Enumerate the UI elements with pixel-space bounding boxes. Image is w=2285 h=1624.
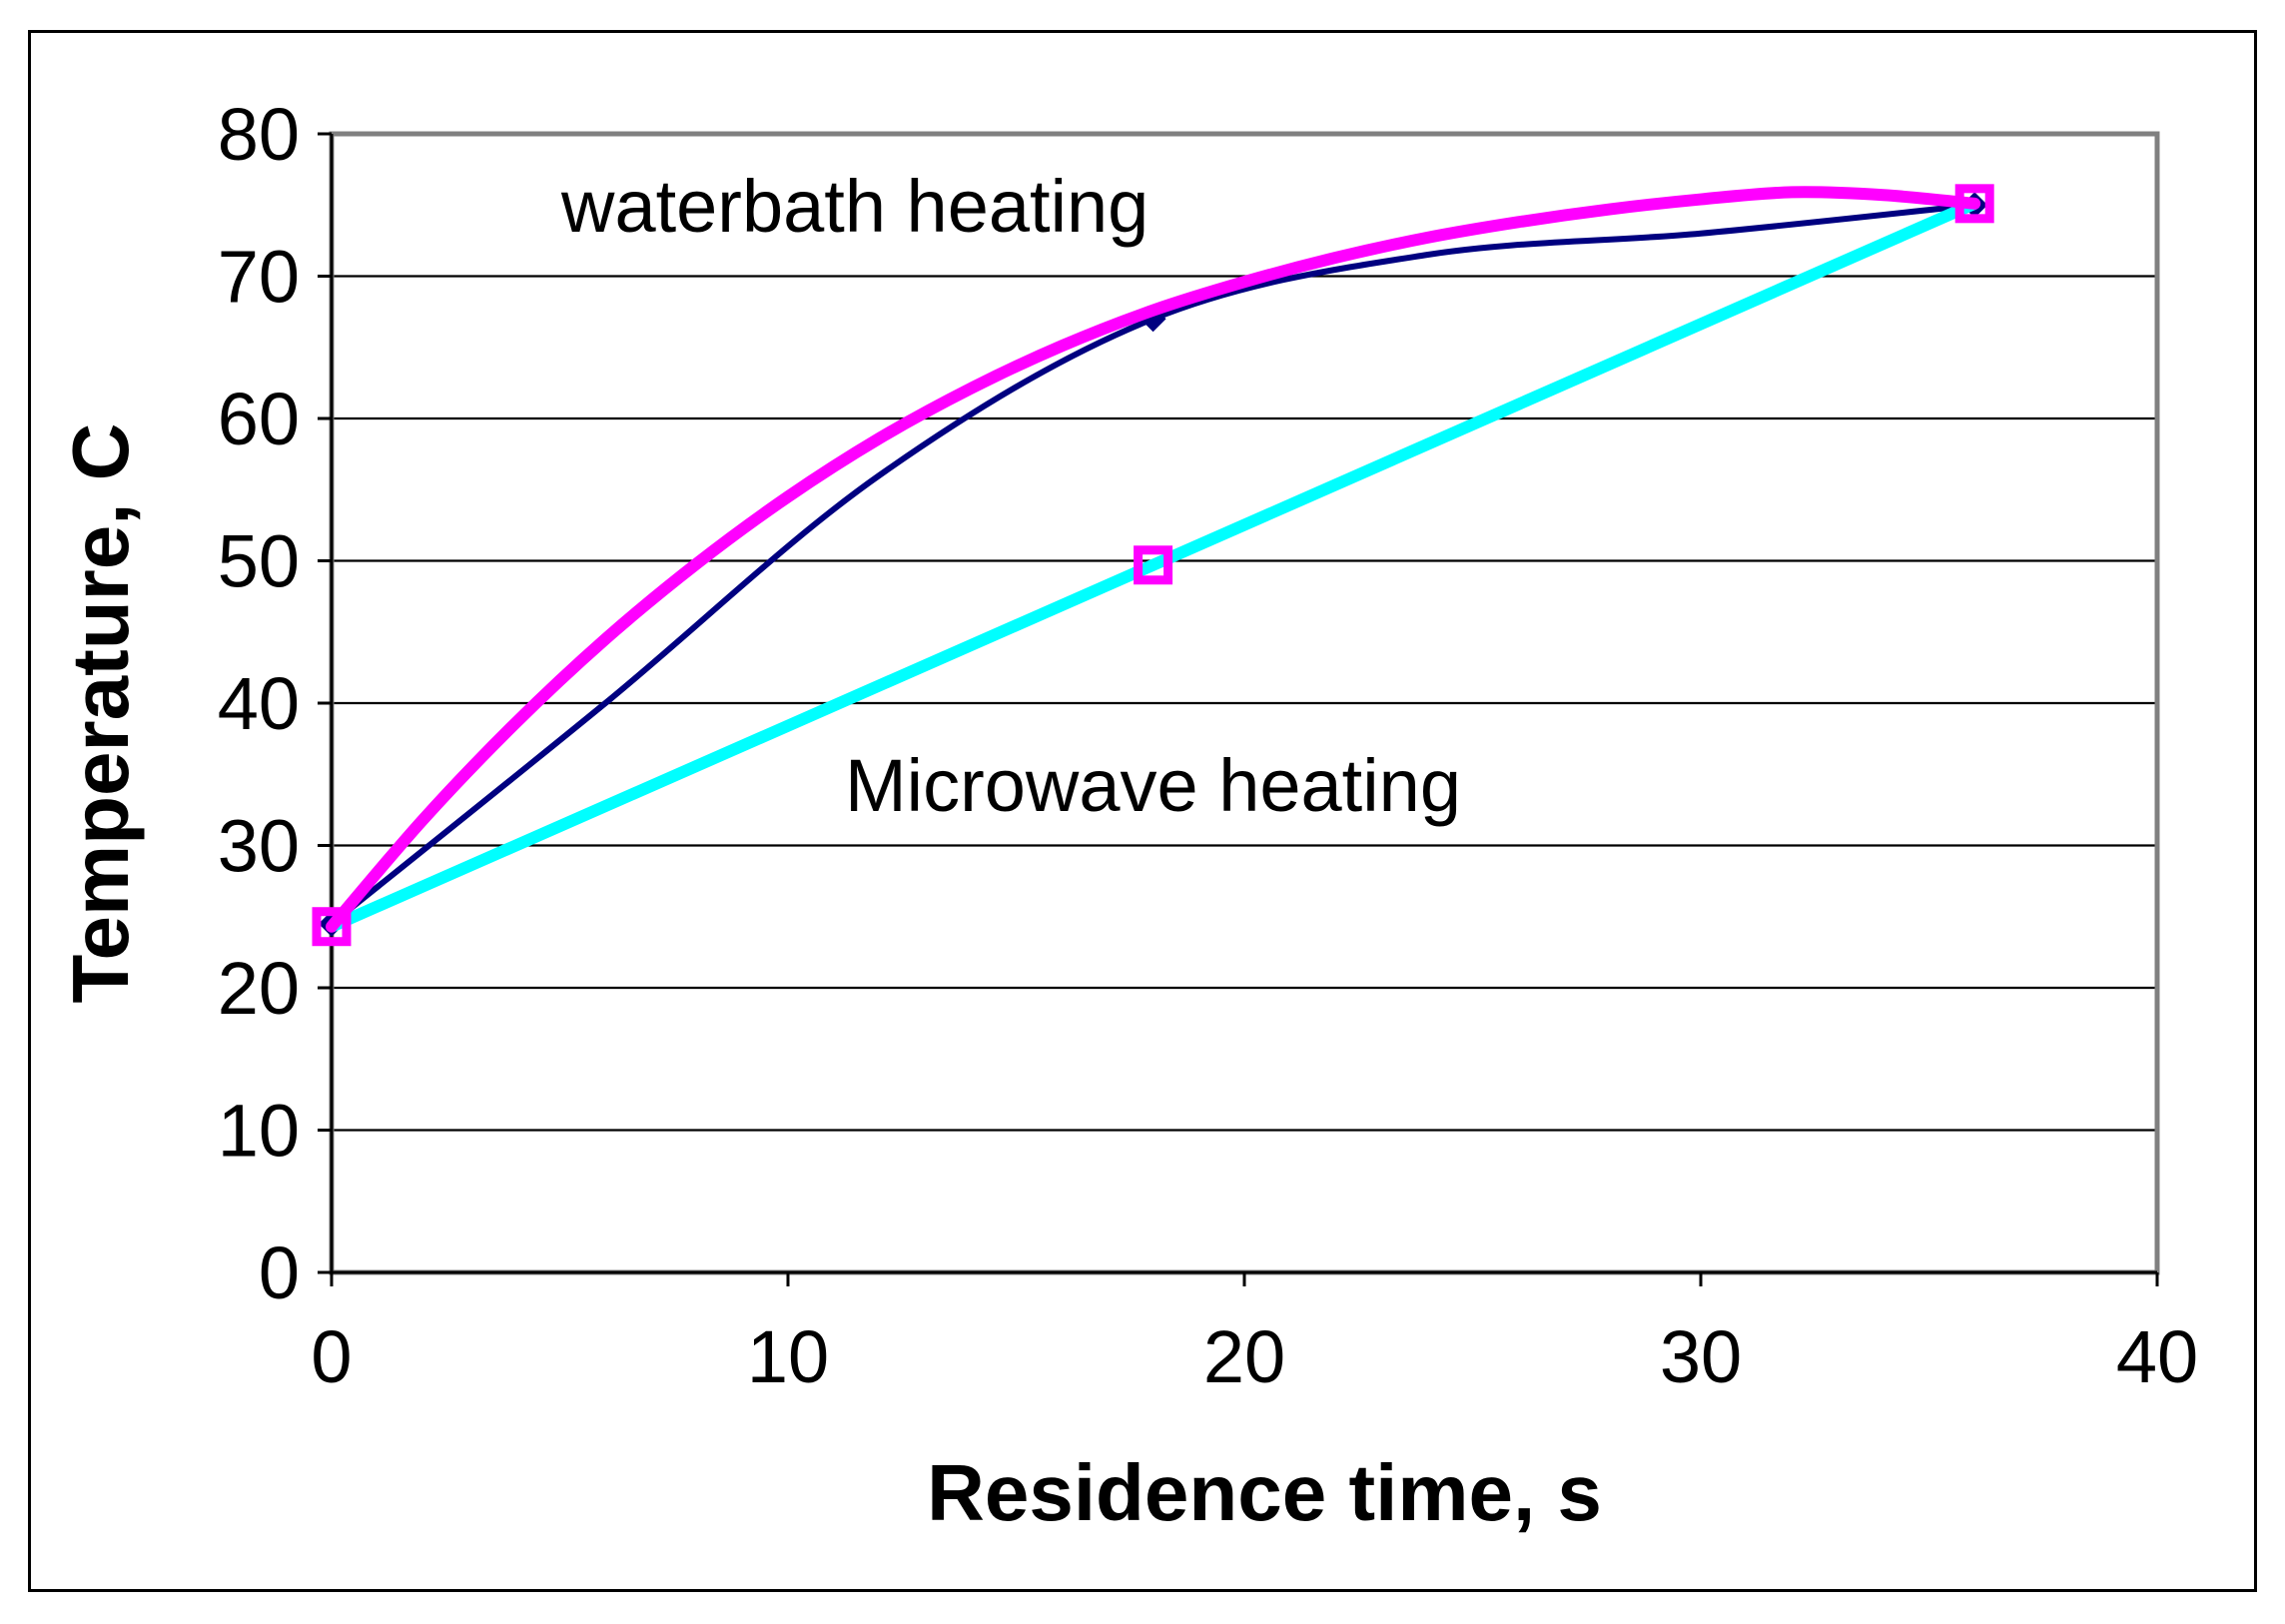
annotation-waterbath-heating: waterbath heating [560,165,1148,248]
y-tick-label-10: 10 [218,1090,300,1173]
x-axis-title: Residence time, s [927,1448,1602,1537]
annotation-microwave-heating: Microwave heating [845,744,1461,827]
y-tick-label-50: 50 [218,520,300,603]
y-tick-label-20: 20 [218,947,300,1030]
series-microwave-line [329,198,1977,933]
y-tick-label-40: 40 [218,662,300,745]
tick-labels: 0 10 20 30 40 50 60 70 80 0 10 20 30 40 [218,93,2198,1398]
x-tick-label-10: 10 [747,1315,829,1398]
marker-microwave-1 [1134,545,1173,585]
x-tick-label-0: 0 [311,1315,352,1398]
y-axis-title: Temperature, C [56,423,145,1004]
chart-frame [28,30,2257,1592]
marker-microwave-0 [312,907,352,947]
marker-microwave-2 [1954,184,1994,224]
gridlines [332,275,2157,1132]
series-group [312,184,1994,947]
x-tick-label-40: 40 [2116,1315,2198,1398]
x-tick-label-20: 20 [1203,1315,1285,1398]
y-tick-label-80: 80 [218,93,300,176]
y-tick-label-70: 70 [218,236,300,319]
y-tick-label-60: 60 [218,378,300,460]
x-tick-label-30: 30 [1660,1315,1742,1398]
series-waterbath-fit-line [326,186,1981,933]
y-tick-label-30: 30 [218,805,300,888]
series-waterbath-data-line [330,202,1975,927]
axes [318,132,2159,1286]
y-tick-label-0: 0 [259,1231,300,1314]
